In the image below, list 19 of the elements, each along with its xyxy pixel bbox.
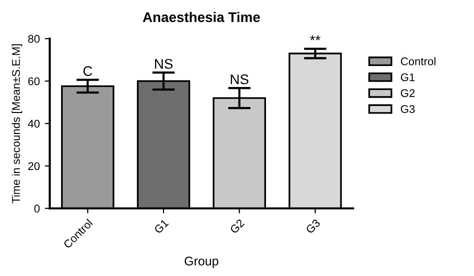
y-axis-title: Time in secounds [Mean±S.E.M]	[12, 44, 22, 204]
data-label: **	[310, 35, 320, 40]
x-tick-label: G2	[229, 218, 245, 234]
x-axis-title: Group	[184, 256, 218, 268]
chart-title: Anaesthesia Time	[142, 12, 260, 22]
x-tick-label: G1	[154, 218, 169, 234]
data-label: NS	[155, 58, 173, 69]
legend-label: G2	[400, 89, 415, 98]
y-tick-label: 20	[28, 162, 40, 170]
legend-label: Control	[400, 57, 436, 66]
data-label: NS	[230, 74, 248, 84]
legend-label: G3	[400, 105, 415, 114]
data-label: C	[83, 66, 92, 76]
x-tick-label: G3	[305, 218, 321, 234]
y-tick-label: 0	[34, 204, 40, 213]
y-tick-label: 80	[28, 34, 40, 43]
y-tick-label: 60	[28, 77, 40, 86]
legend-label: G1	[400, 73, 415, 82]
y-tick-label: 40	[28, 120, 40, 128]
